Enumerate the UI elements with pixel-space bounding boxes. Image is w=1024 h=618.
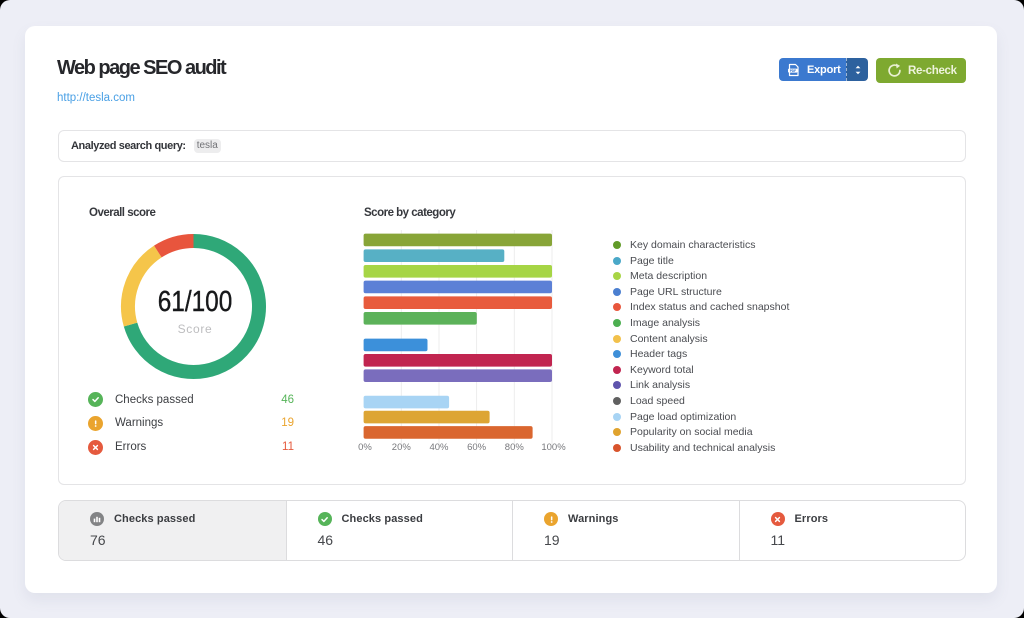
svg-text:100%: 100% (541, 442, 566, 453)
svg-text:60%: 60% (467, 442, 487, 453)
svg-text:40%: 40% (429, 442, 449, 453)
svg-text:20%: 20% (392, 442, 412, 453)
svg-text:80%: 80% (505, 442, 525, 453)
svg-text:PDF: PDF (790, 68, 796, 72)
svg-text:0%: 0% (358, 442, 372, 453)
